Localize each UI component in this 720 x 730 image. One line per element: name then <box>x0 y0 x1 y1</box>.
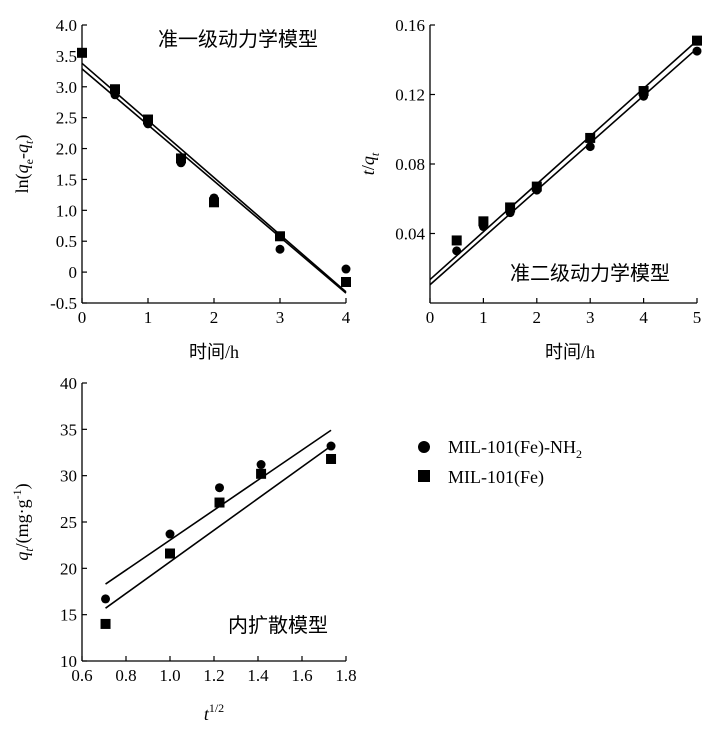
data-point-nh2 <box>275 244 285 254</box>
y-tick-label: 35 <box>60 420 77 439</box>
y-tick-label: 0.16 <box>395 16 425 35</box>
legend: MIL-101(Fe)-NH2 MIL-101(Fe) <box>418 437 582 488</box>
y-tick-label: 0.12 <box>395 86 425 105</box>
x-tick-label: 2 <box>533 308 542 327</box>
data-point-fe <box>638 86 649 97</box>
data-point-nh2 <box>101 594 111 604</box>
x-tick-label: 0 <box>78 308 87 327</box>
data-point-fe <box>275 231 285 242</box>
y-tick-label: 2.5 <box>56 109 77 128</box>
y-tick-label: 10 <box>60 652 77 671</box>
legend-marker-square <box>418 470 430 482</box>
data-point-nh2 <box>452 246 462 256</box>
data-point-nh2 <box>165 529 175 539</box>
y-tick-label: 0.08 <box>395 155 425 174</box>
chart-title: 内扩散模型 <box>228 614 328 637</box>
y-axis-label: t/qt <box>358 152 382 175</box>
x-tick-label: 4 <box>639 308 648 327</box>
fit-line-fe <box>429 40 698 281</box>
y-tick-label: 4.0 <box>56 16 77 35</box>
x-tick-label: 0.8 <box>115 666 136 685</box>
legend-label-mil101fe-nh2: MIL-101(Fe)-NH2 <box>448 437 582 461</box>
data-point-fe <box>505 202 516 213</box>
y-tick-label: 15 <box>60 606 77 625</box>
y-tick-label: 0.5 <box>56 232 77 251</box>
y-tick-label: 0.04 <box>395 225 425 244</box>
data-point-fe <box>451 235 462 246</box>
data-point-fe <box>214 497 225 508</box>
data-point-nh2 <box>256 460 266 470</box>
y-tick-label: 25 <box>60 513 77 532</box>
data-point-fe <box>209 197 219 208</box>
data-point-fe <box>100 618 111 629</box>
chart-title: 准二级动力学模型 <box>510 262 670 285</box>
y-tick-label: 40 <box>60 374 77 393</box>
y-tick-label: -0.5 <box>50 294 77 313</box>
data-point-fe <box>326 453 337 464</box>
y-tick-label: 1.0 <box>56 201 77 220</box>
chart-pseudo-first-order: 0 1 2 3 4-0.500.51.01.52.02.53.03.54.0准一级动力学… <box>12 16 351 362</box>
y-tick-label: 2.0 <box>56 140 77 159</box>
x-tick-label: 4 <box>342 308 351 327</box>
legend-label-mil101fe: MIL-101(Fe) <box>448 467 544 488</box>
data-point-fe <box>585 132 596 143</box>
legend-marker-circle <box>418 441 430 453</box>
data-point-fe <box>531 181 542 192</box>
y-tick-label: 20 <box>60 559 77 578</box>
x-tick-label: 3 <box>276 308 285 327</box>
chart-intraparticle-diffusion: 0.6 0.8 1.0 1.2 1.4 1.6 1.8 10 15 20 25 30 35 40 内扩散模型… <box>10 374 357 724</box>
fit-line-fe <box>105 445 332 609</box>
x-tick-label: 1.4 <box>247 666 269 685</box>
y-tick-label: 1.5 <box>56 170 77 189</box>
x-tick-label: 1 <box>144 308 153 327</box>
x-tick-label: 1 <box>479 308 488 327</box>
x-tick-label: 1.0 <box>159 666 180 685</box>
x-axis-label: 时间/h <box>189 342 239 362</box>
fit-line-fe <box>81 68 347 294</box>
data-point-nh2 <box>215 483 224 493</box>
x-tick-label: 0 <box>426 308 435 327</box>
y-tick-label: 3.5 <box>56 47 77 66</box>
data-point-fe <box>176 153 186 164</box>
x-tick-label: 1.6 <box>291 666 312 685</box>
x-tick-label: 2 <box>210 308 219 327</box>
y-tick-label: 30 <box>60 467 77 486</box>
x-tick-label: 5 <box>693 308 702 327</box>
data-point-nh2 <box>692 46 702 56</box>
x-tick-label: 1.2 <box>203 666 224 685</box>
data-point-fe <box>165 548 175 559</box>
x-axis-label: t1/2 <box>204 701 224 724</box>
legend-label-subscript: 2 <box>576 447 582 461</box>
data-point-fe <box>77 47 87 58</box>
data-point-nh2 <box>585 142 595 152</box>
y-tick-label: 0 <box>69 263 78 282</box>
chart-title: 准一级动力学模型 <box>158 28 318 51</box>
data-point-fe <box>110 84 120 95</box>
data-point-fe <box>692 35 702 46</box>
fit-line-nh2 <box>81 62 347 293</box>
x-axis-label: 时间/h <box>545 342 595 362</box>
data-point-fe <box>478 216 489 227</box>
y-axis-label: qt/(mg·g-1) <box>10 483 36 560</box>
x-tick-label: 3 <box>586 308 595 327</box>
x-tick-label: 1.8 <box>335 666 356 685</box>
y-axis-label: ln(qe-qt) <box>12 135 36 194</box>
data-point-fe <box>256 468 267 479</box>
data-point-fe <box>143 114 153 125</box>
data-point-fe <box>341 276 351 287</box>
y-tick-label: 3.0 <box>56 78 77 97</box>
x-tick-label: 0.6 <box>71 666 92 685</box>
fit-line-nh2 <box>429 47 698 286</box>
data-point-nh2 <box>341 264 351 274</box>
